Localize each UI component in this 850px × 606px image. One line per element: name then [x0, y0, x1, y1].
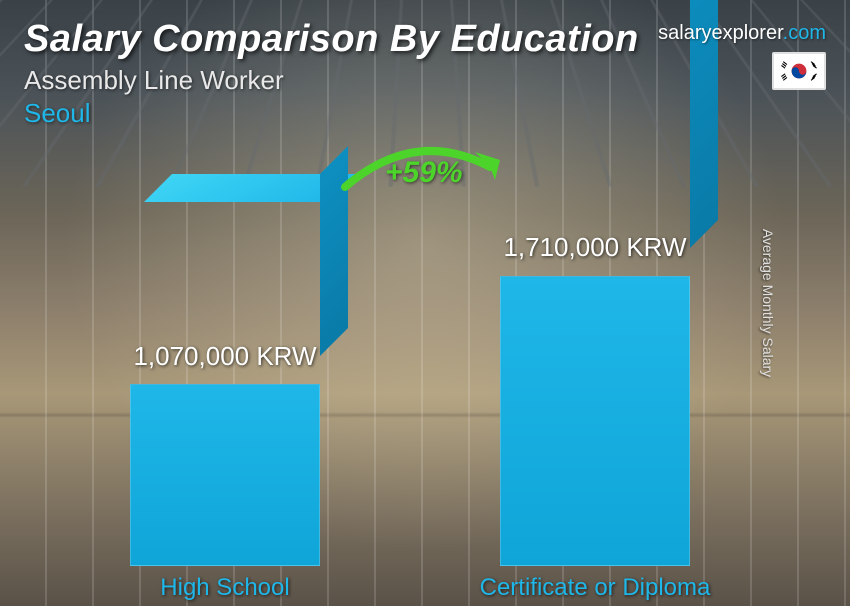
brand-ext: .com: [783, 22, 826, 44]
brand-name: salaryexplorer: [658, 22, 783, 44]
bar-3d-shape: [130, 384, 320, 566]
country-flag-icon: [772, 52, 826, 90]
bar-front-face: [130, 384, 320, 566]
bar-top-face: [130, 174, 320, 202]
header: Salary Comparison By Education Assembly …: [0, 0, 850, 129]
job-subtitle: Assembly Line Worker: [24, 65, 826, 96]
increase-badge: +59%: [335, 140, 515, 200]
y-axis-label: Average Monthly Salary: [760, 229, 776, 377]
bar-3d-shape: [500, 276, 690, 566]
brand-logo: salaryexplorer.com: [658, 22, 826, 45]
increase-value: +59%: [385, 156, 463, 190]
location-label: Seoul: [24, 98, 826, 129]
bar-category-label: Certificate or Diploma: [435, 574, 755, 602]
bar-front-face: [500, 276, 690, 566]
bar-category-label: High School: [65, 574, 385, 602]
